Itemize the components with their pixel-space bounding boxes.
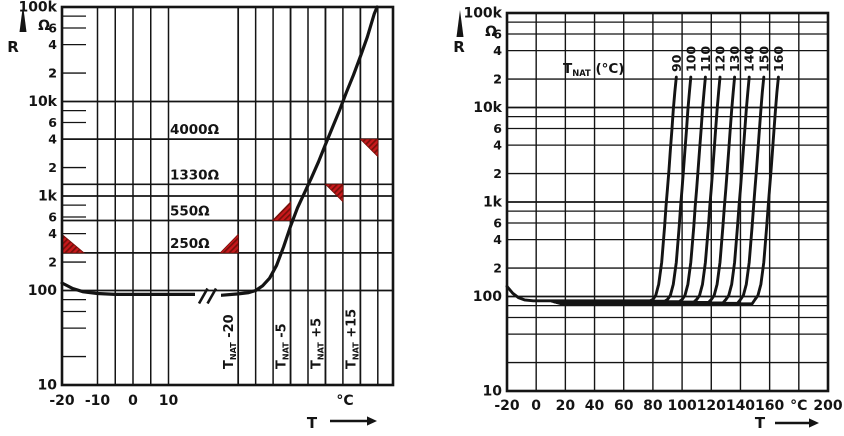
spec-level-label: 4000Ω [170, 122, 220, 138]
y-axis-unit-label: Ω [38, 18, 50, 34]
y-tick-label: 4 [48, 37, 57, 52]
x-tick-label: 200 [813, 398, 842, 414]
plot-border [505, 11, 830, 393]
tolerance-triangle [271, 201, 291, 221]
y-tick-label: 100 [473, 289, 502, 305]
y-tick-label: 2 [493, 71, 502, 86]
x-tick-label: 20 [556, 398, 576, 414]
y-tick-label: 10 [483, 384, 503, 400]
spec-level-label: 1330Ω [170, 167, 220, 183]
x-axis-unit-label: °C [790, 398, 807, 414]
tnat-label: TNAT +5 [309, 318, 325, 369]
tnat-label: TNAT -5 [275, 323, 291, 369]
curve-label: 120 [713, 46, 728, 72]
resistance-curve-tnat-120 [553, 75, 722, 304]
resistance-curve-tnat-160 [559, 75, 780, 306]
curve-label: 100 [683, 46, 698, 72]
y-tick-label: 4 [493, 43, 502, 58]
y-tick-label: 4 [493, 137, 502, 152]
plot-border [60, 5, 395, 387]
y-axis-arrow-icon [456, 10, 464, 37]
x-tick-label: 10 [159, 393, 179, 409]
axis-break-mask [195, 292, 221, 304]
y-tick-label: 4 [493, 43, 502, 58]
y-axis-label: R [453, 38, 465, 56]
x-tick-label: -10 [85, 393, 111, 409]
y-tick-label: 6 [48, 115, 57, 130]
x-tick-label: 120 [697, 398, 726, 414]
y-axis-unit-label: Ω [485, 24, 497, 40]
x-tick-label: 80 [643, 398, 663, 414]
curve-label: 130 [727, 46, 742, 72]
y-tick-label: 2 [493, 71, 502, 86]
family-label: TNAT (°C) [563, 61, 624, 78]
x-tick-label: 140 [726, 398, 755, 414]
y-tick-label: 10k [473, 100, 502, 116]
resistance-curve-tnat-90 [505, 75, 678, 303]
y-axis-label: R [7, 38, 19, 56]
x-axis-label: T [307, 414, 318, 432]
resistance-curve-tnat-100 [550, 75, 693, 303]
left-chart: 4000Ω 1330Ω 550Ω 250Ω TNAT -20 TNAT -5 TNAT +5… [7, 0, 395, 432]
y-tick-label: 1k [483, 195, 503, 211]
x-axis-label: T [755, 414, 766, 432]
y-tick-label: 2 [493, 260, 502, 275]
resistance-curve-tnat-140 [556, 75, 751, 305]
x-tick-label: 60 [614, 398, 634, 414]
tnat-label: TNAT -20 [222, 314, 238, 369]
curve-label: 140 [742, 46, 757, 72]
y-tick-label: 1k [38, 189, 58, 205]
x-tick-label: 0 [531, 398, 541, 414]
tolerance-triangle [61, 233, 86, 254]
x-tick-label: 40 [585, 398, 605, 414]
x-tick-label: -20 [49, 393, 75, 409]
y-tick-label: 4 [493, 232, 502, 247]
tolerance-triangle [359, 138, 379, 158]
spec-level-label: 250Ω [170, 236, 210, 252]
y-tick-label: 10k [28, 94, 57, 110]
y-tick-label: 2 [48, 254, 57, 269]
y-tick-label: 4 [48, 226, 57, 241]
tolerance-triangle [324, 183, 344, 203]
y-tick-label: 6 [48, 209, 57, 224]
y-tick-label: 6 [493, 215, 502, 230]
y-tick-label: 10 [38, 378, 58, 394]
y-tick-label: 6 [48, 20, 57, 35]
y-tick-label: 100k [463, 6, 502, 22]
x-tick-label: 100 [667, 398, 696, 414]
resistance-curve-tnat-150 [558, 75, 766, 305]
y-tick-label: 2 [48, 160, 57, 175]
y-tick-label: 100 [28, 283, 57, 299]
curve-label: 160 [771, 46, 786, 72]
y-tick-label: 6 [493, 121, 502, 136]
y-tick-label: 6 [493, 26, 502, 41]
x-tick-label: 160 [755, 398, 784, 414]
y-tick-label: 2 [48, 65, 57, 80]
tnat-label: TNAT +15 [344, 309, 360, 369]
spec-level-label: 550Ω [170, 204, 210, 220]
x-tick-label: 0 [128, 393, 138, 409]
axis-break-icon [197, 287, 209, 305]
x-axis-unit-label: °C [336, 393, 353, 409]
curve-label: 90 [669, 54, 684, 72]
tolerance-triangle [219, 233, 239, 254]
y-tick-label: 2 [48, 65, 57, 80]
axis-break-icon [206, 287, 218, 305]
resistance-curve-tnat-130 [555, 75, 737, 304]
right-chart: TNAT (°C) 90 100 110 120 130 140 150 160100k10k1… [453, 6, 843, 432]
x-tick-label: -20 [494, 398, 520, 414]
curve-label: 150 [756, 46, 771, 72]
curve-label: 110 [698, 46, 713, 72]
x-axis-arrow-icon [367, 416, 377, 426]
resistance-curve [60, 5, 379, 297]
x-axis-arrow-icon [809, 418, 819, 428]
resistance-curve-tnat-110 [552, 75, 707, 304]
y-tick-label: 100k [18, 0, 57, 16]
y-tick-label: 4 [48, 131, 57, 146]
y-axis-arrow-icon [19, 5, 27, 32]
y-tick-label: 2 [493, 166, 502, 181]
